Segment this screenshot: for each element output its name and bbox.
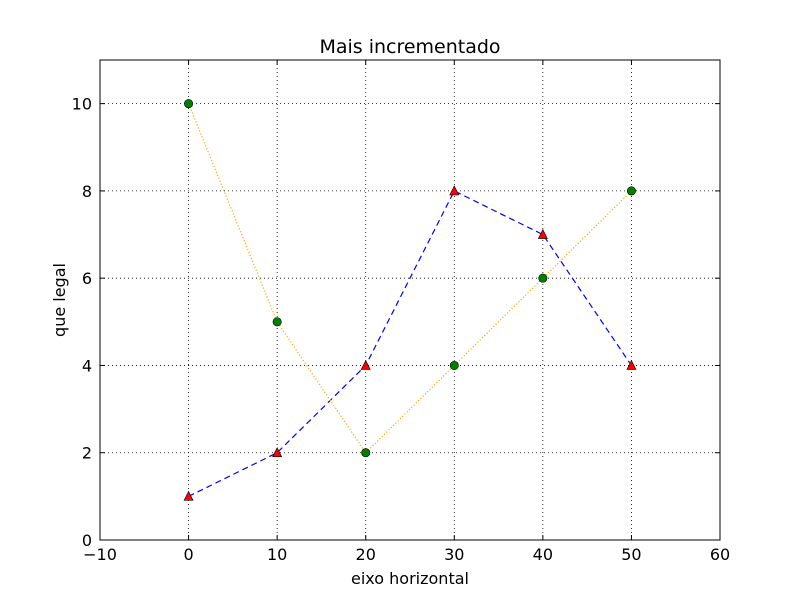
data-point-circle bbox=[538, 273, 548, 283]
x-tick-label: 60 bbox=[710, 545, 730, 564]
data-point-circle bbox=[626, 186, 636, 196]
series-1 bbox=[183, 185, 637, 501]
x-tick-label: 0 bbox=[183, 545, 193, 564]
data-point-circle bbox=[449, 360, 459, 370]
data-point-circle bbox=[361, 448, 371, 458]
grid bbox=[100, 60, 720, 540]
y-tick-label: 0 bbox=[82, 531, 92, 550]
x-tick-label: 40 bbox=[533, 545, 553, 564]
series-layer bbox=[183, 99, 637, 501]
data-point-triangle bbox=[183, 490, 194, 501]
y-tick-label: 6 bbox=[82, 269, 92, 288]
y-tick-label: 4 bbox=[82, 356, 92, 375]
series-2 bbox=[184, 99, 636, 458]
series-line bbox=[188, 190, 632, 497]
x-tick-label: 30 bbox=[444, 545, 464, 564]
y-tick-label: 2 bbox=[82, 444, 92, 463]
data-point-triangle bbox=[272, 447, 283, 458]
y-tick-label: 8 bbox=[82, 182, 92, 201]
x-tick-label: 10 bbox=[267, 545, 287, 564]
chart-title: Mais incrementado bbox=[319, 36, 500, 58]
data-point-triangle bbox=[537, 228, 548, 239]
x-tick-label: 20 bbox=[356, 545, 376, 564]
plot-frame bbox=[99, 59, 721, 541]
data-point-circle bbox=[272, 317, 282, 327]
data-point-circle bbox=[184, 99, 194, 109]
x-axis-title: eixo horizontal bbox=[351, 569, 469, 588]
data-point-triangle bbox=[449, 185, 460, 196]
series-line bbox=[188, 103, 632, 454]
y-tick-label: 10 bbox=[72, 95, 92, 114]
x-tick-label: −10 bbox=[83, 545, 117, 564]
data-point-triangle bbox=[626, 359, 637, 370]
data-point-triangle bbox=[360, 359, 371, 370]
y-axis-title: que legal bbox=[50, 263, 69, 337]
x-tick-label: 50 bbox=[621, 545, 641, 564]
